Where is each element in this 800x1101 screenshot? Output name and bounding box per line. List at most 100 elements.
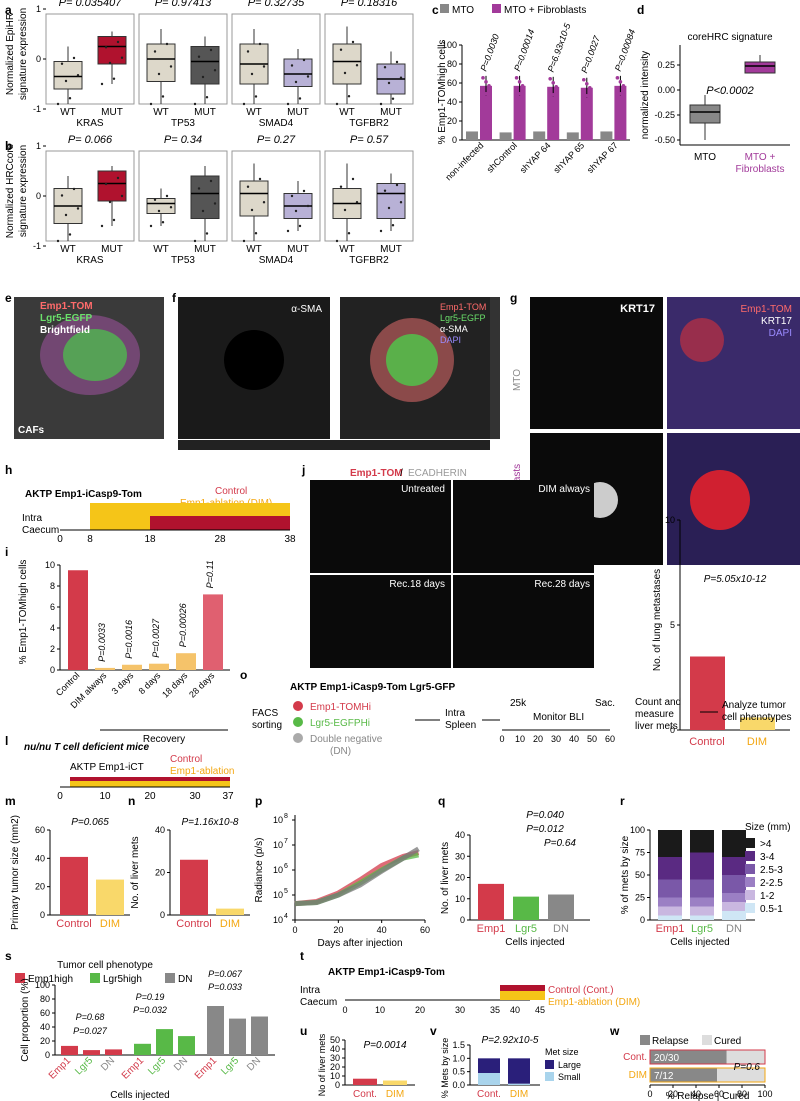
a-point <box>250 72 254 76</box>
panel-letter-u: u <box>300 1024 307 1038</box>
s-xlabel: Cells injected <box>110 1090 169 1101</box>
v-pvalue: P=2.92x10-5 <box>482 1035 539 1046</box>
a-point <box>76 74 80 77</box>
f-side <box>490 297 500 439</box>
b-point <box>387 206 391 210</box>
k-pvalue: P=5.05x10-12 <box>704 574 767 585</box>
r-legend-swatch <box>745 838 755 848</box>
b-group-label: WT <box>339 244 355 255</box>
o-tick: 0 <box>499 734 504 744</box>
o-pop: (DN) <box>330 746 351 757</box>
t-tick: 40 <box>510 1005 520 1015</box>
b-point <box>290 194 294 198</box>
i-category: 8 days <box>137 670 163 696</box>
u-category: Cont. <box>353 1089 377 1100</box>
o-cell-icon <box>293 717 303 727</box>
panel-letter-t: t <box>300 949 304 963</box>
a-point <box>213 69 217 72</box>
a-point <box>165 42 169 46</box>
r-legend-swatch <box>745 903 755 913</box>
a-point <box>60 62 64 65</box>
r-segment <box>658 857 682 880</box>
a-point <box>72 56 76 60</box>
j-image <box>453 480 594 573</box>
panel-letter-l: l <box>5 734 8 748</box>
a-ylabel: signature expression <box>18 8 29 100</box>
h-tick: 38 <box>284 534 296 545</box>
m-ylabel: Primary tumor size (mm2) <box>10 815 21 930</box>
s-bar <box>229 1018 246 1055</box>
u-bar <box>383 1080 407 1085</box>
b-point <box>165 194 169 198</box>
d-ylabel: normalized intensity <box>640 51 651 139</box>
b-box <box>376 183 406 219</box>
o-sac: Sac. <box>595 698 615 709</box>
a-point <box>56 102 60 106</box>
b-ylabel: Normalized HRCcore <box>5 143 16 238</box>
b-point <box>262 201 266 204</box>
g-label: KRT17 <box>620 303 655 315</box>
c-bar <box>600 131 613 140</box>
p-xtick-label: 0 <box>292 925 297 935</box>
v-legend-title: Met size <box>545 1047 579 1057</box>
g-label: KRT17 <box>761 316 792 327</box>
panel-letter-e: e <box>5 291 12 305</box>
b-gene-label: SMAD4 <box>259 255 294 266</box>
a-point <box>302 58 306 62</box>
p-tick-exp: 5 <box>284 888 288 895</box>
p-ylabel: Radiance (p/s) <box>254 837 265 902</box>
b-point <box>302 189 306 193</box>
a-box <box>190 46 220 85</box>
b-point <box>197 187 201 190</box>
v-segment <box>508 1058 530 1084</box>
u-pvalue: P=0.0014 <box>363 1040 407 1051</box>
e-label: Emp1-TOM <box>40 301 93 312</box>
a-point <box>205 96 209 99</box>
a-gene-label: KRAS <box>76 118 104 129</box>
u-tick-label: 0 <box>335 1080 340 1090</box>
c-point <box>615 76 620 80</box>
w-tick-label: 20 <box>668 1089 678 1099</box>
a-point <box>149 102 153 106</box>
s-bar <box>83 1050 100 1055</box>
v-legend-swatch <box>545 1060 554 1069</box>
q-category: Lgr5 <box>515 923 537 935</box>
s-legend-swatch <box>15 973 25 983</box>
f-label: α-SMA <box>291 304 322 315</box>
e-lgr5 <box>63 329 127 381</box>
b-gene-label: TP53 <box>171 255 195 266</box>
h-tick: 0 <box>57 534 63 545</box>
c-point <box>621 84 626 88</box>
f-organoid <box>386 334 438 386</box>
m-tick-label: 60 <box>35 825 45 835</box>
r-segment <box>658 906 682 916</box>
r-segment <box>690 852 714 880</box>
c-point <box>551 93 555 97</box>
a-point <box>351 40 355 44</box>
panel-letter-j: j <box>301 463 305 477</box>
s-tick-label: 60 <box>40 1008 50 1018</box>
a-point <box>120 56 124 59</box>
b-point <box>157 209 161 213</box>
d-box <box>689 104 721 124</box>
panel-letter-w: w <box>609 1024 620 1038</box>
j-label: ECADHERIN <box>408 468 467 479</box>
u-ylabel: No of liver mets <box>317 1033 327 1096</box>
c-tick-label: 60 <box>447 78 457 88</box>
o-analyze: Analyze tumor <box>722 700 787 711</box>
s-category: DN <box>245 1055 263 1073</box>
c-category: shControl <box>485 140 519 174</box>
u-tick-label: 40 <box>330 1044 340 1054</box>
o-tick: 10 <box>515 734 525 744</box>
s-category: Emp1 <box>47 1055 74 1082</box>
w-category: DIM <box>629 1070 647 1081</box>
b-point <box>64 213 68 217</box>
m-bar <box>96 879 124 915</box>
b-tick-label: 0 <box>36 191 41 201</box>
w-tick-label: 100 <box>757 1089 772 1099</box>
j-label: Emp1-TOM <box>350 468 403 479</box>
t-tick: 0 <box>342 1005 347 1015</box>
v-segment <box>508 1083 530 1085</box>
s-legend: Lgr5high <box>103 974 142 985</box>
